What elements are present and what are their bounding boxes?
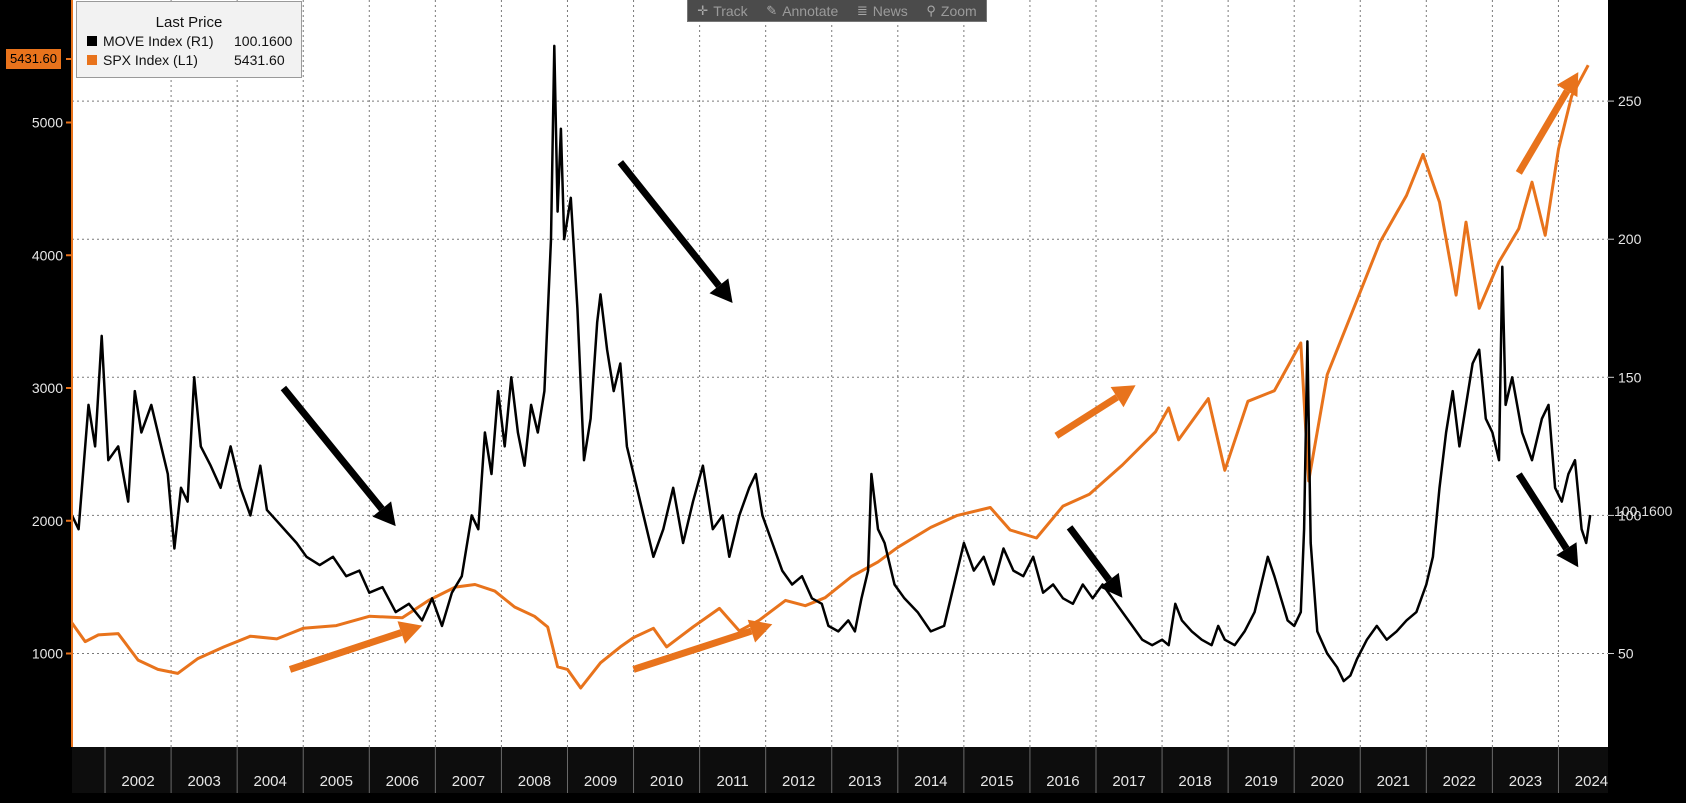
zoom-button[interactable]: ⚲ Zoom — [926, 3, 976, 19]
x-tick-label: 2003 — [187, 773, 220, 790]
annotate-label: Annotate — [782, 2, 839, 19]
legend-name-move: MOVE Index (R1) — [103, 32, 214, 49]
x-tick-label: 2022 — [1443, 773, 1476, 790]
orange-arrow-head — [1110, 385, 1136, 408]
left-axis-label: 1000 — [32, 646, 63, 662]
spx-line — [70, 64, 1590, 690]
legend-value-move: 100.1600 — [234, 32, 293, 49]
axes: 2002 2003 2004 2005 2006 2007 2008 2009 2010 2011… — [32, 0, 1642, 793]
pencil-icon: ✎ — [766, 2, 778, 18]
x-tick-label: 2020 — [1311, 773, 1344, 790]
orange-arrow-shaft — [288, 629, 403, 673]
move-line — [70, 44, 1592, 683]
x-tick-label: 2011 — [717, 773, 749, 790]
legend: Last Price MOVE Index (R1) 100.1600 SPX … — [76, 1, 302, 78]
x-tick-label: 2009 — [584, 773, 617, 790]
track-button[interactable]: ✛ Track — [697, 3, 747, 19]
right-axis-label: 50 — [1618, 646, 1634, 662]
crosshair-icon: ✛ — [697, 2, 709, 18]
news-icon: ≣ — [856, 2, 868, 18]
right-axis-label: 150 — [1618, 369, 1642, 385]
right-axis-label: 250 — [1618, 93, 1642, 109]
x-tick-label: 2012 — [782, 773, 815, 790]
x-tick-label: 2023 — [1509, 773, 1542, 790]
x-tick-label: 2014 — [914, 773, 947, 790]
legend-value-spx: 5431.60 — [234, 51, 285, 68]
x-tick-label: 2006 — [386, 773, 419, 790]
x-tick-label: 2005 — [320, 773, 353, 790]
x-tick-label: 2007 — [452, 773, 485, 790]
x-tick-label: 2016 — [1046, 773, 1079, 790]
spx-last-price-badge: 5431.60 — [6, 49, 61, 69]
black-arrow-head — [372, 501, 396, 527]
orange-arrow-head — [747, 619, 773, 643]
legend-swatch-spx — [87, 54, 97, 65]
right-axis-label: 100 — [1618, 507, 1642, 523]
x-tick-label: 2013 — [848, 773, 881, 790]
x-tick-label: 2002 — [121, 773, 154, 790]
left-axis-label: 3000 — [32, 380, 63, 396]
annotation-arrows — [280, 72, 1579, 673]
x-tick-label: 2004 — [254, 773, 287, 790]
left-axis-label: 4000 — [32, 247, 63, 263]
chart-toolbar: ✛ Track ✎ Annotate ≣ News ⚲ Zoom — [687, 0, 987, 22]
right-axis-label: 200 — [1618, 231, 1642, 247]
black-arrow-shaft — [1066, 525, 1113, 583]
move-last-price-label: 100.1600 — [1614, 503, 1673, 519]
black-arrow-head — [709, 278, 733, 303]
x-axis-band — [72, 747, 1608, 793]
plot-area — [72, 0, 1608, 747]
orange-arrow-head — [397, 621, 423, 644]
x-tick-label: 2021 — [1377, 773, 1410, 790]
black-arrow-shaft — [617, 160, 722, 289]
black-arrow-head — [1556, 542, 1579, 568]
track-label: Track — [713, 2, 748, 19]
x-tick-label: 2010 — [650, 773, 683, 790]
x-tick-label: 2015 — [980, 773, 1013, 790]
x-tick-label: 2024 — [1575, 773, 1608, 790]
news-label: News — [872, 2, 908, 19]
legend-name-spx: SPX Index (L1) — [103, 51, 198, 68]
black-arrow-head — [1099, 572, 1123, 598]
orange-arrow-shaft — [1054, 394, 1119, 439]
series-layer — [70, 44, 1592, 690]
orange-arrow-head — [1556, 72, 1579, 98]
left-axis-label: 5000 — [32, 115, 63, 131]
annotate-button[interactable]: ✎ Annotate — [766, 3, 838, 19]
orange-arrow-shaft — [632, 627, 753, 673]
legend-title: Last Price — [155, 14, 223, 31]
x-tick-label: 2017 — [1112, 773, 1145, 790]
news-button[interactable]: ≣ News — [857, 3, 908, 19]
left-axis-label: 2000 — [32, 513, 63, 529]
x-tick-label: 2019 — [1244, 773, 1277, 790]
legend-swatch-move — [87, 35, 97, 46]
magnifier-icon: ⚲ — [926, 2, 936, 18]
x-tick-label: 2018 — [1178, 773, 1211, 790]
zoom-label: Zoom — [940, 2, 977, 19]
orange-arrow-shaft — [1515, 89, 1571, 175]
black-arrow-shaft — [1515, 472, 1570, 551]
legend-entry-spx: SPX Index (L1) 5431.60 — [77, 50, 301, 69]
legend-entry-move: MOVE Index (R1) 100.1600 — [77, 31, 301, 50]
black-arrow-shaft — [280, 385, 385, 512]
x-tick-label: 2008 — [518, 773, 551, 790]
